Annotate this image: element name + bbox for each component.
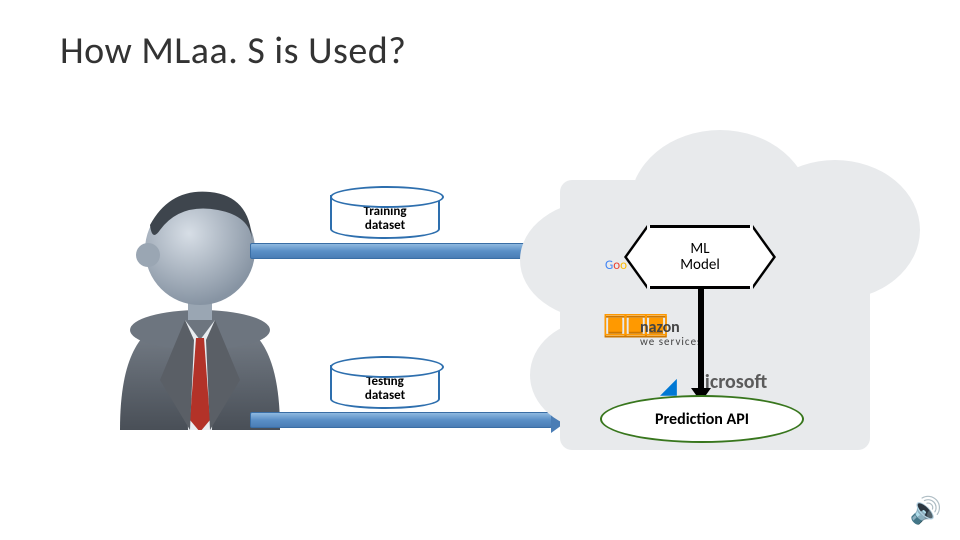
training-label-2: dataset	[365, 219, 405, 233]
google-logo-fragment: Goo	[605, 258, 627, 273]
training-dataset-cylinder: Training dataset	[330, 195, 440, 247]
aws-logo-fragment: nazon we services	[640, 320, 702, 347]
user-icon	[100, 170, 300, 430]
ml-model-hexagon: ML Model	[650, 225, 750, 289]
testing-label-2: dataset	[365, 389, 405, 403]
prediction-api-label: Prediction API	[655, 410, 749, 429]
prediction-api-ellipse: Prediction API	[600, 395, 804, 443]
testing-dataset-cylinder: Testing dataset	[330, 365, 440, 417]
ml-model-label: ML Model	[680, 241, 720, 274]
slide-title: How MLaa. S is Used?	[60, 28, 406, 74]
audio-icon[interactable]: 🔊	[910, 494, 942, 526]
model-api-connector	[698, 285, 704, 390]
aws-line2: we services	[640, 336, 702, 347]
slide: How MLaa. S is Used?	[0, 0, 960, 540]
